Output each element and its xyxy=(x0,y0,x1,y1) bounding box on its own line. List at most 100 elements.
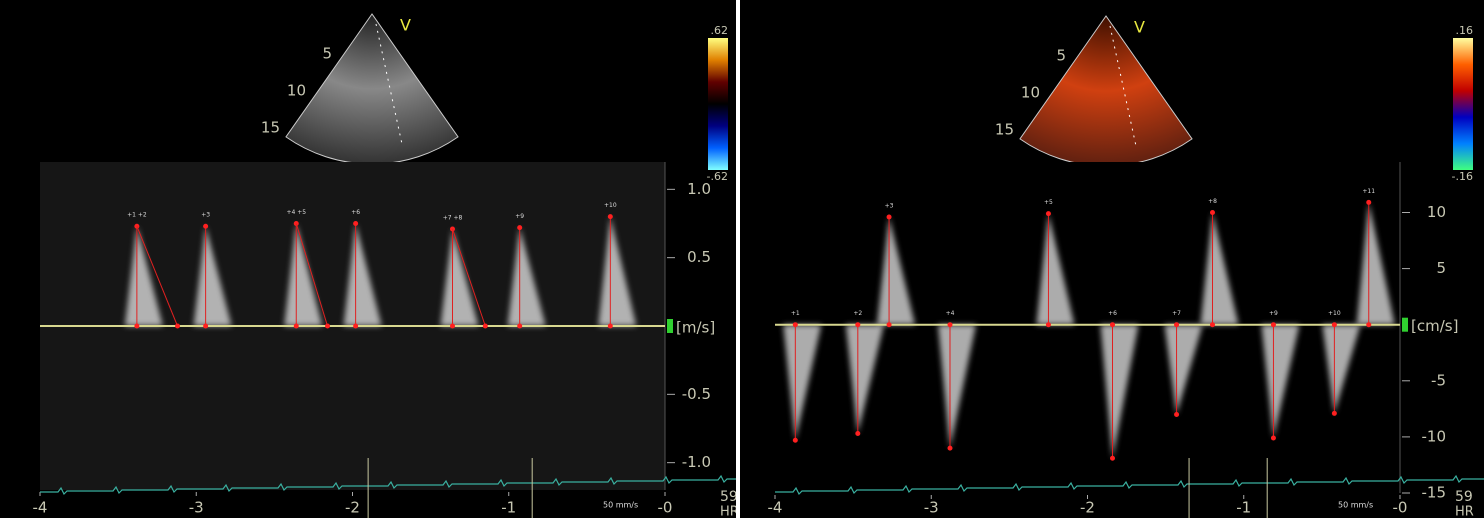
spectral-envelope xyxy=(124,226,163,326)
measurement-label: +3 xyxy=(885,202,894,209)
measurement-point xyxy=(203,223,209,229)
sector-image xyxy=(285,13,459,165)
heart-rate: 59 xyxy=(720,489,736,505)
baseline-point xyxy=(1174,322,1180,328)
spectral-envelope xyxy=(1322,324,1361,414)
baseline-point xyxy=(886,322,892,328)
x-tick-label: -0 xyxy=(1393,499,1408,517)
end-point xyxy=(175,323,180,329)
baseline-point xyxy=(607,323,613,329)
spectral-envelope xyxy=(284,223,323,326)
depth-label: 15 xyxy=(261,119,280,137)
measurement-point xyxy=(1210,209,1215,215)
heart-rate: 59 xyxy=(1455,489,1473,505)
spectral-envelope xyxy=(938,324,976,449)
x-tick-label: -1 xyxy=(1236,499,1251,517)
y-tick-label: -0.5 xyxy=(682,385,711,403)
spectral-envelope xyxy=(507,227,546,326)
baseline-point xyxy=(1366,322,1372,328)
baseline-marker xyxy=(667,319,673,333)
measurement-label: +7 +8 xyxy=(443,214,463,221)
baseline-point xyxy=(1045,322,1051,328)
ecg-trace xyxy=(40,474,736,496)
spectral-envelope xyxy=(1356,202,1395,325)
ecg-trace xyxy=(775,474,1484,496)
colorbar xyxy=(1453,38,1473,170)
baseline-point xyxy=(293,323,299,329)
measurement-label: +7 xyxy=(1172,310,1181,317)
measurement-label: +10 xyxy=(604,202,617,209)
x-tick-label: -3 xyxy=(189,499,204,517)
baseline-point xyxy=(353,323,359,329)
depth-label: 15 xyxy=(995,121,1014,139)
scale-top: .62 xyxy=(711,24,729,37)
scale-bottom: -.16 xyxy=(1452,170,1473,183)
measurement-point xyxy=(1331,410,1337,416)
measurement-point xyxy=(792,437,798,443)
depth-label: 5 xyxy=(1056,47,1066,65)
measurement-point xyxy=(1045,211,1051,217)
heart-rate-label: HR xyxy=(720,505,736,518)
spectral-envelope xyxy=(598,216,637,326)
measurement-point xyxy=(1366,199,1372,205)
spectral-envelope xyxy=(440,228,479,326)
spectral-envelope xyxy=(193,226,232,326)
heart-rate-label: HR xyxy=(1455,505,1474,518)
baseline-point xyxy=(1210,322,1215,328)
y-tick-label: -15 xyxy=(1422,484,1447,502)
measurement-label: +8 xyxy=(1208,198,1217,205)
baseline-point xyxy=(1110,322,1115,328)
mode-label: V xyxy=(1134,18,1145,37)
measurement-label: +3 xyxy=(201,212,210,219)
measurement-label: +6 xyxy=(351,209,360,216)
slope-line xyxy=(136,226,178,327)
doppler-panel: V 5 10 15 .16 -.16 [cm/s] 10 5 -5 -10 -15 -4 -3 -2 -1 -0… xyxy=(740,0,1484,518)
measurement-label: +4 +5 xyxy=(286,209,306,216)
x-tick-label: -1 xyxy=(501,499,516,517)
scale-bottom: -.62 xyxy=(707,170,728,183)
y-tick-label: 0.5 xyxy=(687,248,711,266)
measurement-point xyxy=(1174,411,1180,417)
spectral-envelope xyxy=(783,324,822,441)
x-tick-label: -4 xyxy=(33,499,48,517)
x-tick-label: -4 xyxy=(768,499,783,517)
spectral-envelope xyxy=(1036,213,1075,325)
x-tick-label: -3 xyxy=(924,499,939,517)
baseline-point xyxy=(1270,322,1276,328)
baseline-point xyxy=(517,323,523,329)
baseline-point xyxy=(203,323,209,329)
y-tick-label: 10 xyxy=(1427,203,1446,221)
spectral-envelope xyxy=(877,216,916,325)
measurement-point xyxy=(855,431,861,437)
unit-label: [cm/s] xyxy=(1411,317,1458,335)
depth-label: 10 xyxy=(1021,84,1040,102)
measurement-point xyxy=(1270,435,1276,441)
y-tick-label: -1.0 xyxy=(682,453,711,471)
measurement-label: +6 xyxy=(1108,310,1117,317)
baseline-point xyxy=(450,323,455,329)
y-tick-label: -10 xyxy=(1422,427,1447,445)
x-tick-label: -0 xyxy=(658,499,673,517)
doppler-panel: V 5 10 15 .62 -.62 [m/s] 1.0 0.5 -0.5 -1.0 -4 -3 -2 -1… xyxy=(0,0,736,518)
colorbar xyxy=(708,38,728,170)
depth-label: 10 xyxy=(287,82,306,100)
end-point xyxy=(482,323,488,329)
measurement-point xyxy=(947,445,953,451)
baseline-point xyxy=(1331,322,1337,328)
sector-image xyxy=(1019,15,1193,167)
spectral-envelope xyxy=(845,324,884,434)
baseline-point xyxy=(855,322,861,328)
slope-line xyxy=(295,223,328,327)
spectral-envelope xyxy=(1100,324,1139,459)
measurement-label: +9 xyxy=(1269,310,1278,317)
measurement-label: +9 xyxy=(515,213,524,220)
y-tick-label: 1.0 xyxy=(687,180,711,198)
spectral-envelope xyxy=(1261,324,1300,439)
x-tick-label: -2 xyxy=(345,499,360,517)
spectral-envelope xyxy=(1200,212,1239,325)
sweep-speed: 50 mm/s xyxy=(603,501,638,510)
measurement-label: +5 xyxy=(1044,199,1053,206)
spectral-envelope xyxy=(1164,324,1203,415)
measurement-point xyxy=(1110,455,1115,461)
